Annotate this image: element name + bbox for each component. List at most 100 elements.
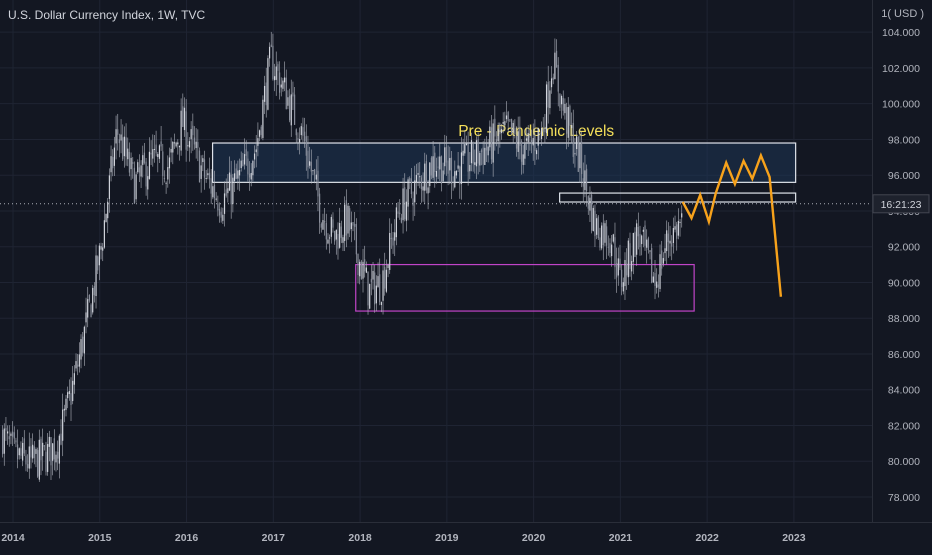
time-axis[interactable]: 2014 2015 2016 2017 2018 2019 2020 2021 2022 2023 <box>1 532 805 544</box>
candle-body <box>270 44 272 48</box>
candle-body <box>454 171 456 188</box>
candle-body <box>599 237 601 248</box>
candle-body <box>397 211 399 214</box>
candle-body <box>57 451 59 459</box>
candle-body <box>507 112 509 122</box>
candle-body <box>325 223 327 240</box>
candle-body <box>192 125 194 136</box>
candle-body <box>197 142 199 148</box>
candle-body <box>379 274 381 302</box>
candle-body <box>33 446 35 458</box>
candle-body <box>349 208 351 231</box>
candle-body <box>113 147 115 166</box>
y-tick-label: 88.000 <box>888 313 920 325</box>
candle-body <box>52 443 54 461</box>
candle-body <box>283 77 286 83</box>
candle-body <box>460 152 463 184</box>
y-tick-label: 78.000 <box>888 492 920 504</box>
candle-body <box>450 157 453 184</box>
candle-body <box>18 448 20 456</box>
candle-body <box>38 439 40 480</box>
candle-body <box>560 95 563 105</box>
candle-body <box>232 177 234 204</box>
candle-body <box>319 193 321 223</box>
candle-body <box>82 336 84 353</box>
candle-body <box>374 272 376 305</box>
candle-body <box>444 147 446 167</box>
candle-body <box>302 127 304 136</box>
candle-body <box>512 122 514 133</box>
candle-body <box>148 151 151 179</box>
candle-body <box>509 119 511 121</box>
candle-body <box>535 150 538 155</box>
candle-body <box>320 223 322 228</box>
candle-body <box>681 213 683 218</box>
countdown-badge: 16:21:23 <box>872 194 930 214</box>
candle-body <box>300 126 302 136</box>
candle-body <box>287 97 289 106</box>
candle-body <box>187 145 189 147</box>
candle-body <box>310 161 312 172</box>
candle-body <box>597 216 599 239</box>
candle-body <box>83 326 85 354</box>
candle-body <box>235 168 237 179</box>
candle-body <box>499 123 501 135</box>
candle-body <box>596 218 598 235</box>
candle-body <box>330 216 332 237</box>
candle-body <box>515 135 518 149</box>
pre-pandemic-zone-box[interactable] <box>211 142 797 183</box>
candle-body <box>666 230 668 252</box>
candle-body <box>88 294 90 301</box>
candle-body <box>53 438 55 460</box>
candle-body <box>569 105 571 126</box>
candle-body <box>10 433 12 436</box>
candle-body <box>440 156 443 184</box>
y-tick-label: 86.000 <box>888 349 920 361</box>
currency-label[interactable]: 1( USD ) <box>881 8 924 20</box>
candle-body <box>22 442 24 461</box>
candle-body <box>355 223 357 255</box>
candle-body <box>537 127 539 146</box>
candle-body <box>667 233 669 243</box>
projection-path-group[interactable] <box>681 152 783 297</box>
candle-body <box>110 156 112 173</box>
candle-body <box>405 201 407 221</box>
projection-path[interactable] <box>681 152 783 297</box>
candle-body <box>208 172 211 180</box>
candle-body <box>155 144 157 154</box>
candle-body <box>465 143 468 146</box>
candle-body <box>601 225 603 249</box>
candle-body <box>85 312 87 323</box>
candle-body <box>467 143 469 172</box>
resistance-zone-box[interactable] <box>559 192 797 203</box>
candle-body <box>13 432 15 439</box>
candle-body <box>572 122 574 157</box>
candle-body <box>352 222 354 226</box>
candle-body <box>579 143 581 169</box>
support-zone-box[interactable] <box>355 263 695 312</box>
candle-body <box>646 239 648 248</box>
candle-body <box>657 284 659 288</box>
candle-body <box>180 110 182 151</box>
candle-body <box>290 94 292 126</box>
candle-body <box>457 165 459 169</box>
candle-body <box>105 213 107 223</box>
candle-body <box>514 128 516 135</box>
candle-body <box>72 380 74 402</box>
candle-body <box>122 137 124 160</box>
candle-body <box>575 136 578 150</box>
candle-body <box>329 237 331 239</box>
candle-body <box>203 159 206 178</box>
candle-body <box>158 145 161 159</box>
candle-body <box>95 255 97 297</box>
candle-body <box>62 409 64 441</box>
candle-body <box>380 302 382 305</box>
candle-body <box>265 82 267 106</box>
candle-body <box>237 170 239 179</box>
candle-body <box>170 148 172 153</box>
candle-body <box>602 222 604 246</box>
candle-body <box>384 266 386 289</box>
candle-body <box>552 77 554 81</box>
